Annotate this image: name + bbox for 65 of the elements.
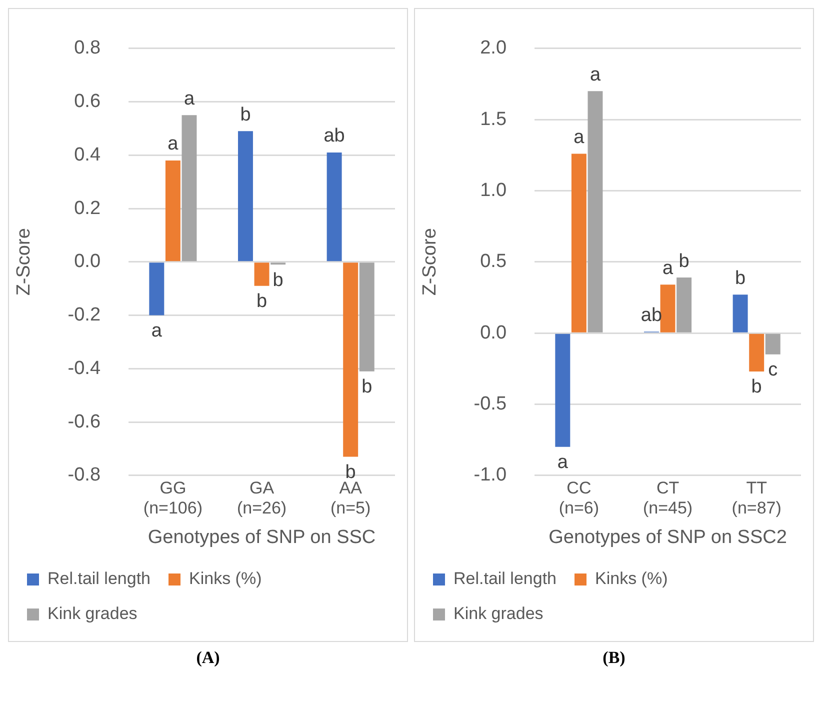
x-tick-label: GA (n=26) (236, 478, 287, 518)
bar (149, 262, 164, 316)
annotation: ab (324, 126, 345, 147)
legend-label: Rel.tail length (454, 569, 557, 588)
y-tick-label: 0.4 (74, 144, 101, 166)
x-tick-label: CT (n=45) (642, 478, 693, 518)
annotation: a (662, 258, 674, 279)
text: (A) (195, 648, 221, 668)
y-tick-label: 1.5 (480, 108, 507, 130)
bar (571, 154, 586, 332)
x-tick-label: CC (n=6) (558, 478, 600, 518)
y-tick-label: 0.5 (480, 251, 507, 272)
bar (182, 115, 197, 262)
bar (165, 160, 180, 262)
bar (660, 284, 676, 332)
x-axis-title: Genotypes of SNP on SSC2 (548, 526, 787, 548)
annotation: a (184, 88, 195, 110)
y-axis-title: Z-Score (420, 228, 441, 296)
x-tick-label: TT (n=87) (732, 478, 782, 518)
x-axis-title: Genotypes of SNP on SSC (148, 526, 376, 548)
annotation: a (151, 320, 162, 342)
y-tick-label: -0.2 (68, 304, 101, 326)
y-tick-label: 1.0 (480, 180, 507, 201)
bar (588, 91, 603, 332)
bar (676, 278, 692, 332)
annotation: b (272, 270, 284, 291)
y-axis-title: Z-Score (14, 228, 35, 296)
y-tick-label: -0.6 (68, 411, 101, 432)
y-tick-label: -0.5 (474, 393, 507, 414)
x-tick-label: GG (n=106) (143, 478, 202, 518)
bar (359, 262, 374, 372)
annotation: b (678, 250, 690, 272)
bar (254, 262, 270, 286)
bar (238, 131, 253, 262)
legend-label: Rel.tail length (48, 569, 151, 588)
annotation: c (768, 360, 778, 381)
bar (765, 334, 780, 354)
annotation: b (735, 268, 746, 289)
annotation: b (362, 376, 372, 398)
y-tick-label: -1.0 (474, 464, 507, 486)
bar (326, 152, 342, 262)
bar (555, 334, 570, 447)
y-tick-label: 0.8 (74, 38, 101, 59)
legend-label: Kink grades (48, 604, 138, 624)
y-tick-label: 0.0 (480, 322, 507, 344)
bar (749, 334, 764, 372)
annotation: a (168, 134, 179, 155)
bar (732, 294, 748, 332)
text: (B) (602, 648, 626, 668)
y-tick-label: 0.2 (74, 198, 101, 219)
legend-label: Kink grades (454, 604, 544, 624)
y-tick-label: 2.0 (480, 38, 507, 59)
annotation: a (574, 126, 585, 148)
annotation: b (240, 104, 251, 126)
y-tick-label: 0.6 (74, 91, 101, 112)
bar (343, 262, 358, 457)
legend-label: Kinks (%) (595, 569, 668, 588)
y-tick-label: -0.4 (68, 358, 101, 379)
annotation: b (751, 376, 762, 398)
legend-label: Kinks (%) (189, 569, 262, 588)
y-tick-label: -0.8 (68, 464, 101, 486)
y-tick-label: 0.0 (74, 251, 101, 272)
annotation: b (256, 291, 268, 312)
annotation: a (590, 64, 601, 86)
annotation: a (557, 452, 568, 474)
